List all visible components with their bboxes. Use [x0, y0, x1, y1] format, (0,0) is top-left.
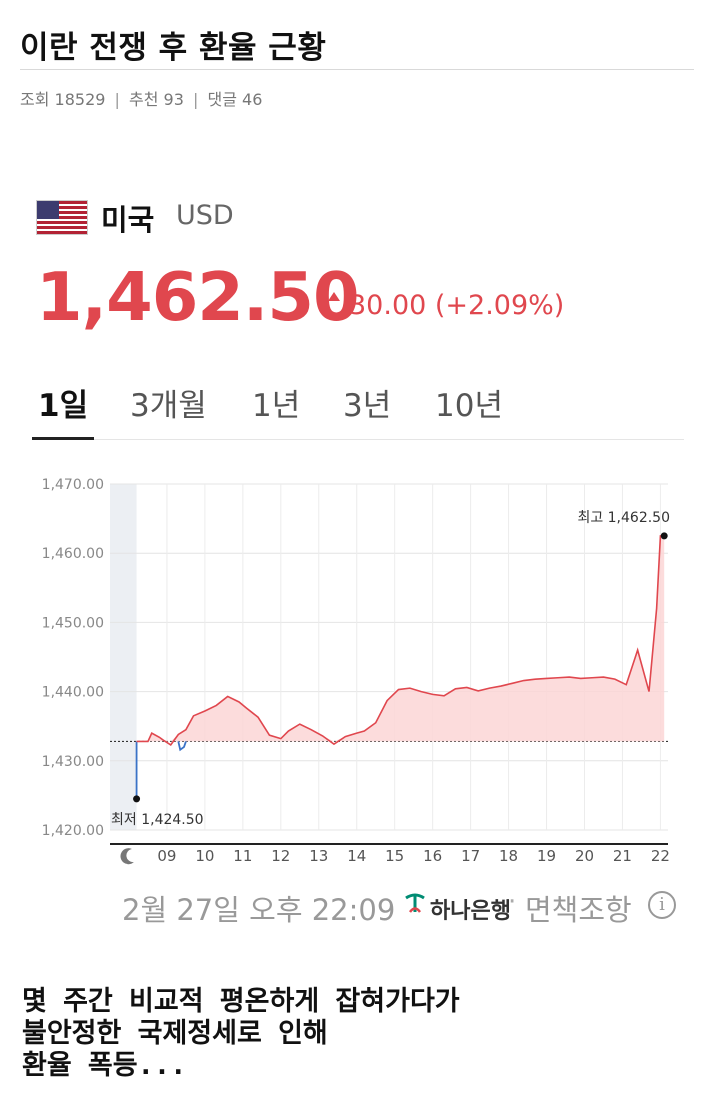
- tab-bar-line: [32, 439, 684, 440]
- x-tick-label: 09: [157, 847, 176, 865]
- series-area: [136, 535, 665, 742]
- up-arrow-icon: [328, 292, 340, 301]
- x-tick-label: 17: [461, 847, 480, 865]
- x-tick-label: 19: [537, 847, 556, 865]
- series-line: [136, 535, 665, 746]
- disclaimer-link[interactable]: 면책조항: [525, 893, 632, 927]
- y-tick-label: 1,460.00: [42, 546, 104, 562]
- x-tick-label: 12: [271, 847, 290, 865]
- title-divider: [20, 69, 694, 70]
- tab-1-day[interactable]: 1일: [38, 388, 89, 424]
- x-tick-label: 18: [499, 847, 518, 865]
- body-line: 몇 주간 비교적 평온하게 잡혀가다가: [22, 986, 460, 1017]
- high-point: [660, 532, 668, 540]
- y-tick-label: 1,430.00: [42, 754, 104, 770]
- rate-change: 30.00 (+2.09%): [349, 290, 565, 321]
- chart-datetime: 2월 27일 오후 22:09: [122, 893, 396, 927]
- post-meta: 조회 18529 | 추천 93 | 댓글 46: [20, 86, 262, 110]
- views-count: 조회 18529: [20, 90, 106, 109]
- tab-3-years[interactable]: 3년: [343, 388, 392, 424]
- x-tick-label: 13: [309, 847, 328, 865]
- x-tick-label: 16: [423, 847, 442, 865]
- x-tick-label: 15: [385, 847, 404, 865]
- x-tick-label: 21: [613, 847, 632, 865]
- comments-count[interactable]: 댓글 46: [207, 90, 263, 109]
- low-label: 최저 1,424.50: [111, 812, 204, 828]
- bank-name: 하나은행: [430, 899, 511, 924]
- night-shade: [110, 484, 137, 830]
- series-line-down: [177, 741, 187, 752]
- meta-separator: |: [193, 90, 199, 109]
- footer-dot: ·: [508, 887, 517, 917]
- x-tick-label: 11: [233, 847, 252, 865]
- y-tick-label: 1,440.00: [42, 685, 104, 701]
- high-label: 최고 1,462.50: [577, 510, 670, 526]
- meta-separator: |: [114, 90, 120, 109]
- low-point: [133, 795, 141, 803]
- x-tick-label: 10: [195, 847, 214, 865]
- currency-code: USD: [176, 200, 234, 231]
- y-tick-label: 1,470.00: [42, 477, 104, 493]
- body-line: 불안정한 국제정세로 인해: [22, 1018, 328, 1049]
- x-tick-label: 20: [575, 847, 594, 865]
- tab-10-years[interactable]: 10년: [435, 388, 503, 424]
- post-body: 몇 주간 비교적 평온하게 잡혀가다가 불안정한 국제정세로 인해 환율 폭등.…: [22, 986, 460, 1082]
- body-line: 환율 폭등...: [22, 1050, 187, 1081]
- info-icon[interactable]: i: [648, 891, 676, 919]
- tab-3-months[interactable]: 3개월: [130, 388, 207, 424]
- exchange-rate-chart: 1,470.00 1,460.00 1,450.00 1,440.00 1,430.00…: [42, 477, 670, 865]
- active-tab-indicator: [32, 437, 94, 440]
- y-tick-label: 1,450.00: [42, 615, 104, 631]
- moon-icon: [120, 848, 134, 865]
- us-flag-icon: [36, 200, 88, 235]
- tab-1-year[interactable]: 1년: [252, 388, 301, 424]
- x-tick-label: 14: [347, 847, 366, 865]
- y-tick-label: 1,420.00: [42, 823, 104, 839]
- x-tick-label: 22: [651, 847, 670, 865]
- recommend-count: 추천 93: [129, 90, 184, 109]
- currency-country: 미국: [101, 203, 155, 237]
- hana-bank-logo-icon: [405, 893, 425, 913]
- exchange-rate: 1,462.50: [36, 258, 360, 336]
- post-title: 이란 전쟁 후 환율 근황: [20, 30, 327, 66]
